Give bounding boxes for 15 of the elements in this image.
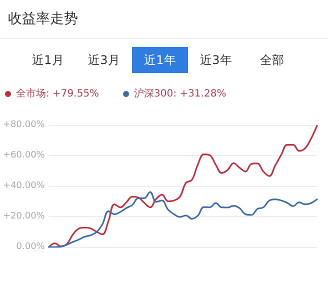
text: 近1月 xyxy=(20,46,76,72)
y-tick-label: +80.00% xyxy=(3,120,46,130)
text: 近1年 xyxy=(132,46,188,72)
line-series xyxy=(48,191,318,248)
text: 近3年 xyxy=(188,46,244,72)
y-tick-label: +60.00% xyxy=(3,150,46,160)
text: 近3月 xyxy=(76,46,132,72)
legend-label: 全市场: +79.55% xyxy=(16,88,100,100)
line-series xyxy=(48,124,318,248)
chart-title: 收益率走势 xyxy=(0,0,328,39)
text: 全部 xyxy=(244,46,300,72)
y-tick-label: 0.00% xyxy=(16,242,46,252)
y-tick-label: +20.00% xyxy=(3,212,46,222)
legend-label: 沪深300: +31.28% xyxy=(134,88,226,100)
y-tick-label: +40.00% xyxy=(3,181,46,191)
